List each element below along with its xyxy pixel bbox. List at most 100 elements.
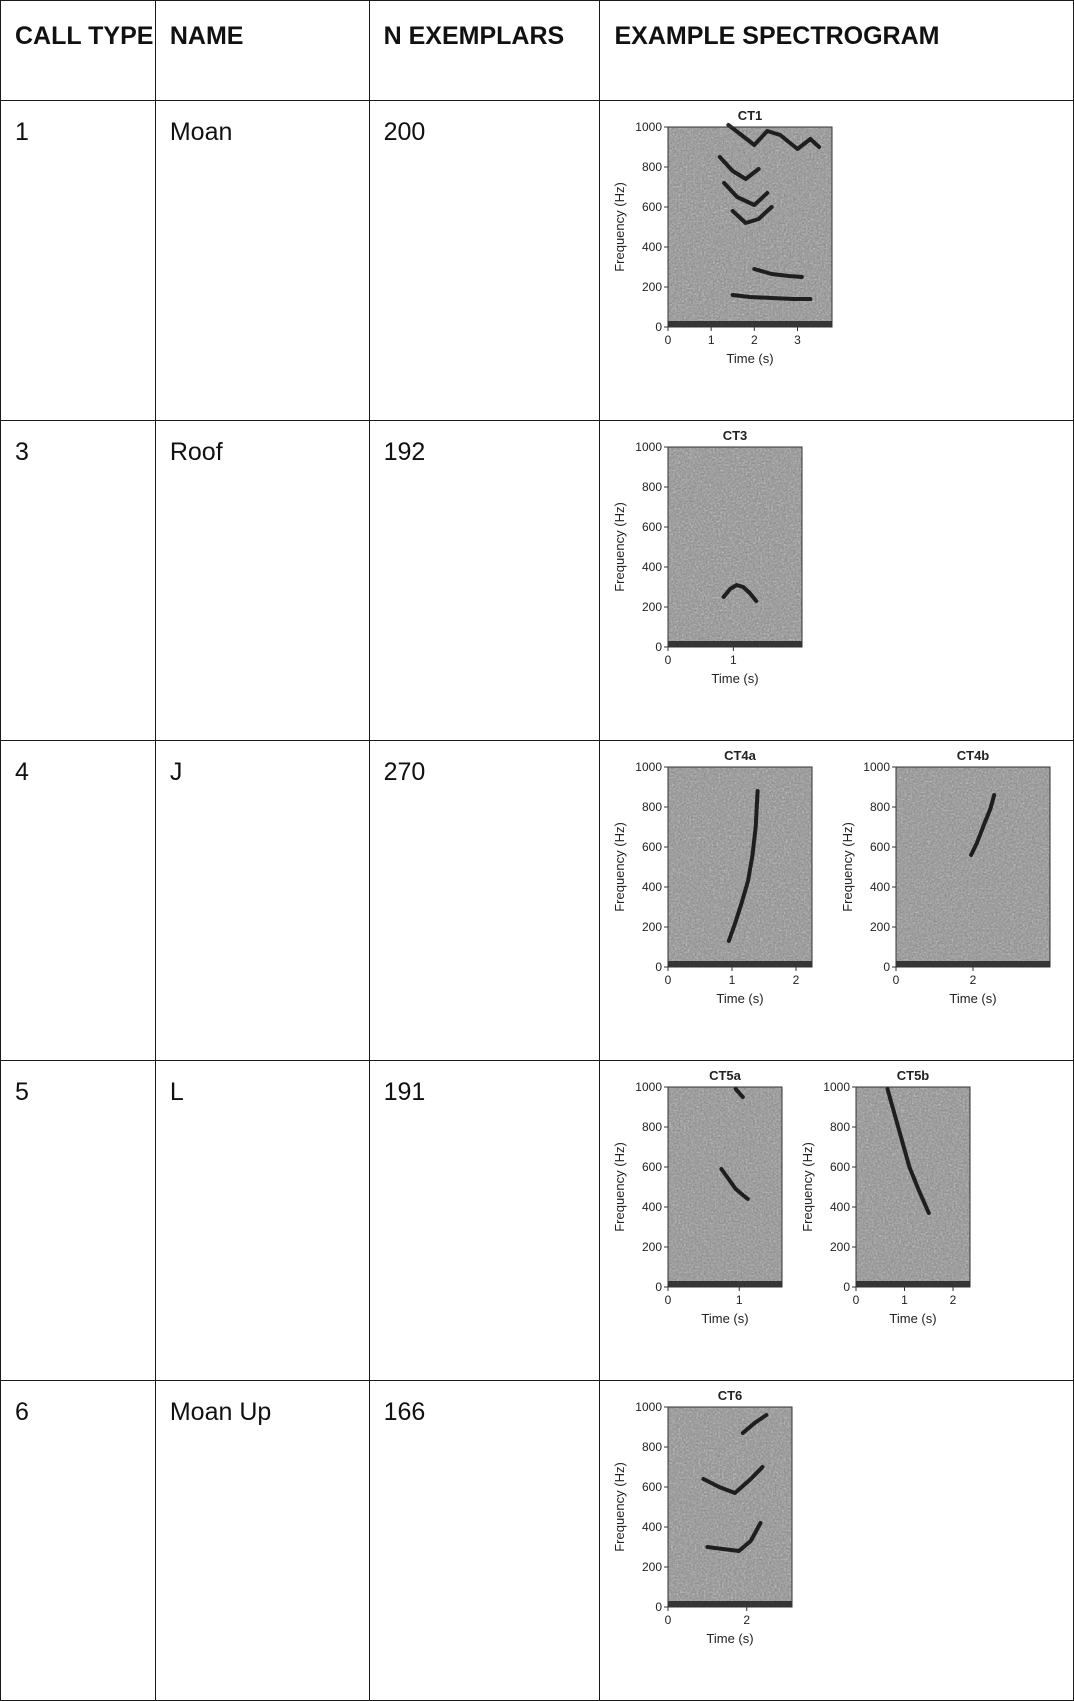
spectrogram-title: CT5b [897,1068,930,1083]
call-contour [722,181,770,207]
y-tick-label: 800 [642,160,662,174]
y-tick-label: 0 [884,960,891,974]
y-tick-label: 600 [830,1160,850,1174]
call-contour [722,583,759,603]
name-cell: Moan Up [154,1380,370,1701]
x-axis-label: Time (s) [950,991,997,1006]
y-axis-label: Frequency (Hz) [612,182,627,272]
y-tick-label: 600 [642,840,662,854]
spectrogram-title: CT3 [723,428,748,443]
n-exemplars-value: 200 [383,118,426,146]
y-tick-label: 1000 [636,440,663,454]
y-tick-label: 800 [642,800,662,814]
plot-frame [855,1086,971,1288]
x-tick-label: 2 [950,1293,957,1307]
x-tick-label: 0 [665,1613,672,1627]
x-axis-label: Time (s) [890,1311,937,1326]
call-contour [752,267,805,279]
n-exemplars-value: 166 [383,1398,426,1426]
call-contour [701,1465,765,1495]
y-tick-label: 800 [830,1120,850,1134]
name-value: Moan [169,118,233,146]
y-tick-label: 400 [642,240,662,254]
spectrogram-noise [668,1087,783,1287]
spectrogram-cell: 0 200 400 600 800 1000 0 1 CT3 Time (s) Frequency … [599,420,1074,741]
call-type-cell: 4 [0,740,156,1061]
y-tick-label: 0 [656,640,663,654]
call-contour [719,1167,751,1201]
call-contour [727,789,761,943]
spectrogram-cell: 0 200 400 600 800 1000 0 2 CT6 Time (s) Frequency … [599,1380,1074,1701]
y-tick-label: 1000 [636,1400,663,1414]
y-tick-label: 400 [642,1520,662,1534]
y-tick-label: 200 [642,920,662,934]
y-tick-label: 0 [656,1600,663,1614]
y-tick-label: 600 [642,200,662,214]
plot-frame [667,1086,783,1288]
call-contour [741,1413,769,1435]
spectrogram-lowband [668,1601,793,1607]
table-row: 1 Moan 200 0 200 400 600 800 1000 0 1 2 3 CT1 Time … [0,100,1074,421]
call-type-cell: 5 [0,1060,156,1381]
y-tick-label: 0 [656,320,663,334]
y-tick-label: 200 [642,600,662,614]
y-tick-label: 400 [642,880,662,894]
call-contour [969,793,997,857]
call-contour [718,155,762,181]
x-tick-label: 2 [793,973,800,987]
y-tick-label: 1000 [636,760,663,774]
y-tick-label: 200 [642,280,662,294]
x-tick-label: 2 [744,1613,751,1627]
spectrogram-cell: 0 200 400 600 800 1000 0 1 2 3 CT1 Time (s) Frequenc… [599,100,1074,421]
spectrogram-cell: 0 200 400 600 800 1000 0 1 CT5a Time (s) Frequency… [599,1060,1074,1381]
table-row: 4 J 270 0 200 400 600 800 1000 0 1 2 CT4a Time (s)… [0,740,1074,1061]
y-tick-label: 1000 [636,1080,663,1094]
y-tick-label: 200 [642,1240,662,1254]
plot-frame [667,766,813,968]
spectrogram-noise [856,1087,971,1287]
x-tick-label: 1 [708,333,715,347]
x-axis-label: Time (s) [717,991,764,1006]
spectrogram-lowband [668,641,803,647]
plot-frame [667,1406,793,1608]
name-cell: Moan [154,100,370,421]
spectrogram-title: CT1 [738,108,763,123]
x-tick-label: 0 [665,973,672,987]
header-name-label: NAME [169,22,244,50]
spectrogram-lowband [668,321,833,327]
header-call-type-label: CALL TYPE [15,22,154,50]
y-tick-label: 600 [642,1480,662,1494]
y-tick-label: 600 [870,840,890,854]
y-tick-label: 0 [844,1280,851,1294]
spectrogram-noise [668,1407,793,1607]
n-cell: 200 [368,100,601,421]
call-contour [731,205,775,225]
n-cell: 270 [368,740,601,1061]
y-axis-label: Frequency (Hz) [800,1142,815,1232]
spectrogram-noise [896,767,1051,967]
x-tick-label: 0 [665,333,672,347]
x-tick-label: 1 [730,653,737,667]
call-type-value: 4 [15,758,29,786]
n-exemplars-value: 270 [383,758,426,786]
x-tick-label: 3 [795,333,802,347]
x-tick-label: 1 [902,1293,909,1307]
x-axis-label: Time (s) [707,1631,754,1646]
n-exemplars-value: 192 [383,438,426,466]
y-tick-label: 800 [642,480,662,494]
x-tick-label: 0 [665,653,672,667]
x-axis-label: Time (s) [712,671,759,686]
header-call-type: CALL TYPE [0,0,156,101]
y-tick-label: 200 [642,1560,662,1574]
n-cell: 166 [368,1380,601,1701]
name-value: L [169,1078,184,1106]
spectrogram-title: CT6 [718,1388,743,1403]
call-contour [731,293,813,301]
x-tick-label: 1 [736,1293,743,1307]
y-tick-label: 400 [642,1200,662,1214]
spectrogram-lowband [668,961,813,967]
table-row: 3 Roof 192 0 200 400 600 800 1000 0 1 CT3 Time (s… [0,420,1074,741]
table-header-row: CALL TYPE NAME N EXEMPLARS EXAMPLE SPECT… [0,0,1074,101]
name-cell: L [154,1060,370,1381]
name-cell: J [154,740,370,1061]
